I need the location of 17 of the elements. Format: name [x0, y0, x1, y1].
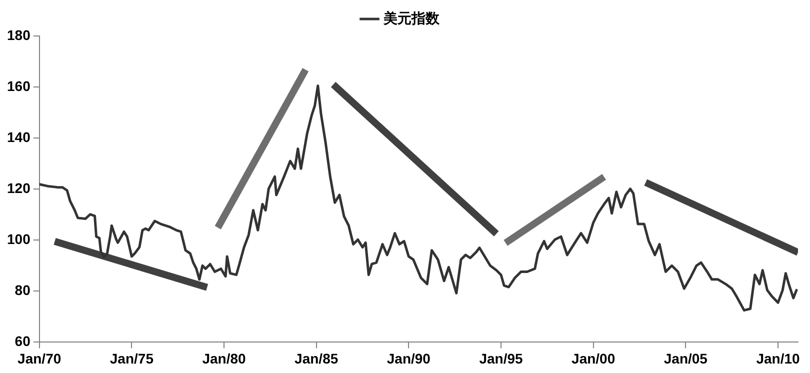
- x-tick-label: Jan/75: [110, 350, 154, 366]
- y-tick-label: 140: [7, 128, 31, 145]
- y-tick-label: 120: [7, 180, 31, 196]
- y-tick-label: 180: [7, 26, 31, 43]
- legend-label: 美元指数: [382, 10, 440, 26]
- x-tick-label: Jan/70: [18, 350, 62, 366]
- y-tick-label: 160: [7, 78, 31, 94]
- x-tick-label: Jan/80: [202, 350, 246, 366]
- x-tick-label: Jan/95: [479, 350, 524, 366]
- x-tick-label: Jan/85: [294, 350, 338, 366]
- x-tick-label: Jan/90: [386, 350, 431, 366]
- y-tick-label: 60: [14, 333, 31, 350]
- x-tick-label: Jan/00: [572, 350, 616, 366]
- x-tick-label: Jan/05: [664, 350, 708, 366]
- x-tick-label: Jan/10: [756, 350, 800, 366]
- y-tick-label: 100: [7, 230, 31, 247]
- y-tick-label: 80: [14, 282, 31, 298]
